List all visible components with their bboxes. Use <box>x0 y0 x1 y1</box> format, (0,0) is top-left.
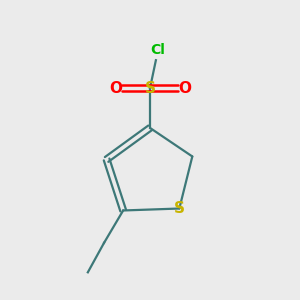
Text: O: O <box>178 81 191 96</box>
Text: S: S <box>145 81 155 96</box>
Text: S: S <box>174 201 185 216</box>
Text: O: O <box>109 81 122 96</box>
Text: Cl: Cl <box>150 43 165 57</box>
